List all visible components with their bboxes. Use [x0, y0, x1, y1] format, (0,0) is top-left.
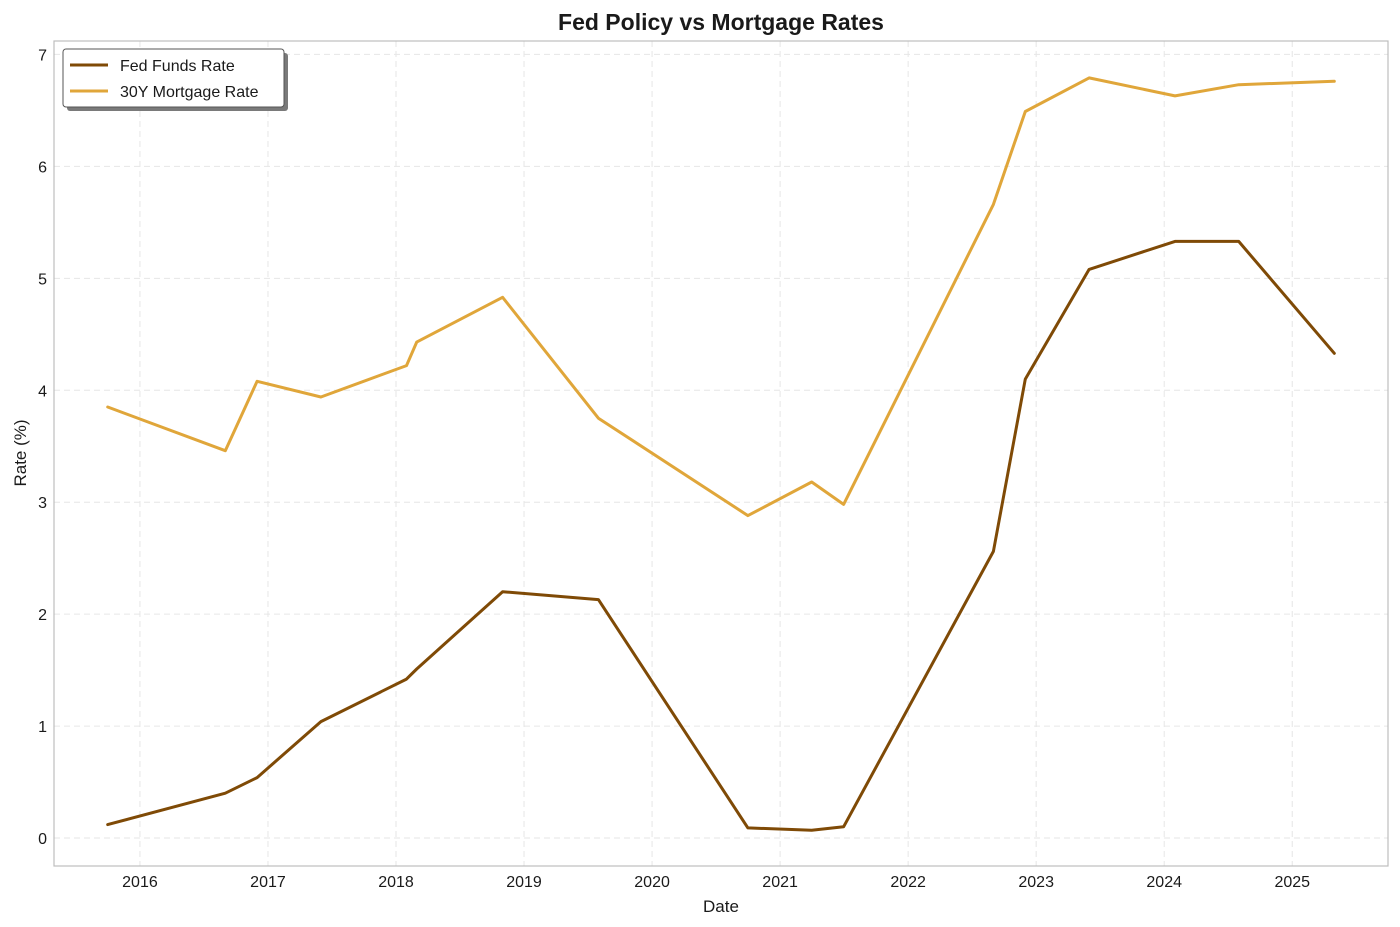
- y-tick-label: 5: [38, 271, 47, 288]
- x-axis-label: Date: [703, 897, 739, 916]
- series-line-fed-funds-rate: [106, 239, 1336, 832]
- y-tick-label: 7: [38, 47, 47, 64]
- series-layer: [106, 76, 1336, 832]
- x-tick-label: 2016: [122, 874, 158, 891]
- legend: Fed Funds Rate 30Y Mortgage Rate: [62, 48, 288, 111]
- x-tick-label: 2018: [378, 874, 414, 891]
- x-tick-labels: 2016 2017 2018 2019 2020 2021 2022 2023 2024 2025: [122, 874, 1310, 891]
- y-tick-labels: 0 1 2 3 4 5 6 7: [38, 47, 47, 848]
- plot-frame: [53, 40, 1389, 867]
- legend-label-fed-funds-rate: Fed Funds Rate: [120, 58, 235, 75]
- y-tick-label: 6: [38, 159, 47, 176]
- legend-label-30y-mortgage-rate: 30Y Mortgage Rate: [120, 84, 259, 101]
- y-tick-label: 3: [38, 495, 47, 512]
- x-tick-label: 2020: [634, 874, 670, 891]
- y-tick-label: 0: [38, 831, 47, 848]
- legend-box: [62, 48, 285, 108]
- y-tick-label: 1: [38, 719, 47, 736]
- x-tick-label: 2023: [1018, 874, 1054, 891]
- chart-title: Fed Policy vs Mortgage Rates: [558, 9, 884, 35]
- x-tick-label: 2019: [506, 874, 542, 891]
- y-axis-label: Rate (%): [11, 419, 30, 486]
- y-tick-label: 2: [38, 607, 47, 624]
- x-tick-label: 2025: [1274, 874, 1310, 891]
- x-tick-label: 2021: [762, 874, 798, 891]
- grid-layer: [54, 41, 1388, 866]
- x-tick-label: 2017: [250, 874, 286, 891]
- x-tick-label: 2024: [1146, 874, 1182, 891]
- y-tick-label: 4: [38, 383, 47, 400]
- x-tick-label: 2022: [890, 874, 926, 891]
- series-line-30y-mortgage-rate: [106, 76, 1336, 518]
